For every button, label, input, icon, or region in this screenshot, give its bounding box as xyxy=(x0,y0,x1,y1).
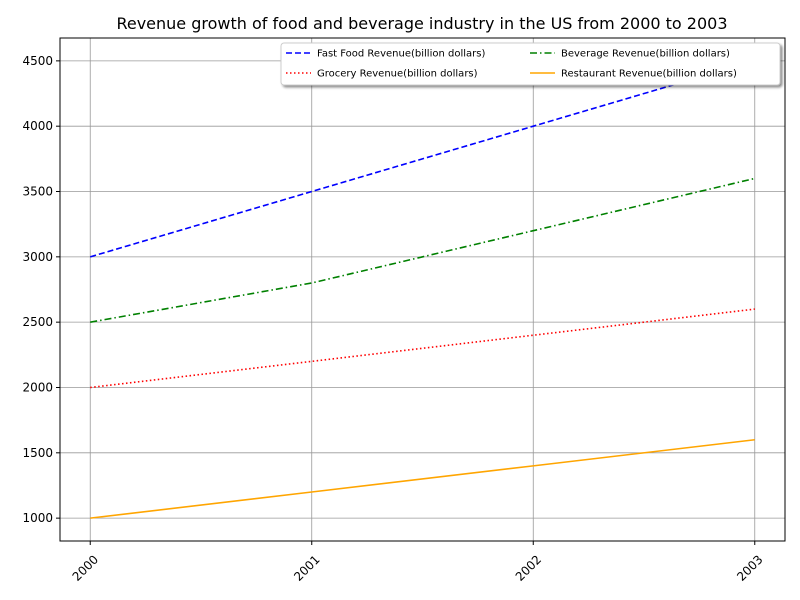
legend: Fast Food Revenue(billion dollars) Grocer… xyxy=(280,42,781,86)
legend-label: Fast Food Revenue(billion dollars) xyxy=(317,49,485,60)
y-tick-label: 3500 xyxy=(22,185,53,199)
y-axis: 1000 1500 2000 2500 3000 3500 4000 4500 xyxy=(22,54,60,525)
y-tick-label: 4500 xyxy=(22,54,53,68)
chart-title: Revenue growth of food and beverage indu… xyxy=(116,14,727,33)
legend-label: Grocery Revenue(billion dollars) xyxy=(317,69,478,80)
legend-box xyxy=(280,42,781,86)
series-line xyxy=(90,60,755,258)
y-tick-label: 2500 xyxy=(22,315,53,329)
y-tick-label: 2000 xyxy=(22,380,53,394)
series-lines xyxy=(90,60,755,519)
legend-label: Restaurant Revenue(billion dollars) xyxy=(561,69,737,80)
y-tick-label: 4000 xyxy=(22,119,53,133)
x-axis: 2000 2001 2002 2003 xyxy=(70,541,766,584)
x-tick-label: 2000 xyxy=(70,552,101,583)
y-tick-label: 3000 xyxy=(22,250,53,264)
y-tick-label: 1500 xyxy=(22,446,53,460)
legend-label: Beverage Revenue(billion dollars) xyxy=(561,49,730,60)
grid-lines xyxy=(60,38,785,541)
x-tick-label: 2001 xyxy=(291,552,322,583)
plot-frame xyxy=(59,37,786,542)
series-line xyxy=(90,438,755,519)
y-tick-label: 1000 xyxy=(22,511,53,525)
series-line xyxy=(90,177,755,323)
series-line xyxy=(90,308,755,389)
x-tick-label: 2003 xyxy=(734,552,765,583)
x-tick-label: 2002 xyxy=(513,552,544,583)
